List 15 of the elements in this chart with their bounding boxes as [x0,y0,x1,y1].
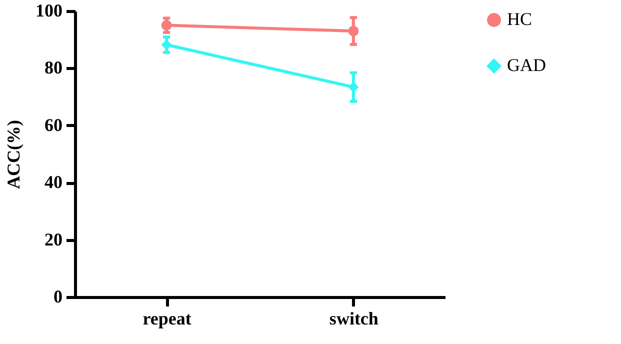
y-tick-label: 40 [44,172,62,192]
point [161,40,172,50]
y-tick-label: 20 [44,229,62,250]
x-tick-label: switch [329,308,378,328]
point [348,82,359,92]
x-tick-label: repeat [142,308,192,328]
y-axis-title: ACC(%) [4,120,24,189]
point [348,26,359,36]
y-tick-label: 60 [44,114,62,135]
point [161,20,172,31]
legend-label: HC [507,9,532,29]
y-tick-label: 80 [44,58,62,78]
y-tick-label: 100 [36,0,62,20]
legend-label: GAD [507,55,546,75]
y-tick-label: 0 [54,286,62,306]
